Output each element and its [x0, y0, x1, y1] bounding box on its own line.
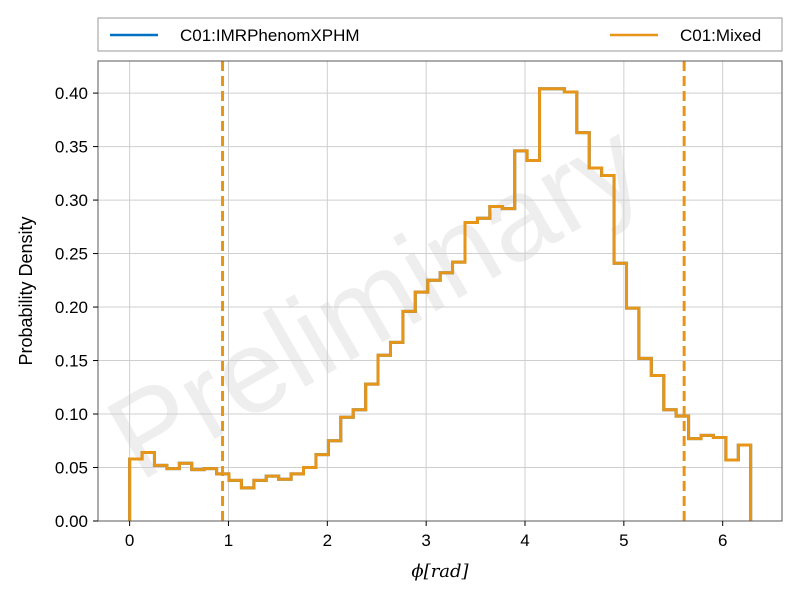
x-tick-label: 1 — [224, 531, 233, 550]
y-axis-label: Probability Density — [16, 216, 36, 365]
y-tick-label: 0.00 — [55, 512, 88, 531]
legend: C01:IMRPhenomXPHM C01:Mixed — [97, 17, 783, 52]
x-tick-label: 3 — [421, 531, 430, 550]
histogram-step-line — [128, 87, 753, 521]
y-tick-label: 0.15 — [55, 352, 88, 371]
x-axis-ticks: 0 1 2 3 4 5 6 — [125, 521, 727, 550]
y-axis-ticks: 0.00 0.05 0.10 0.15 0.20 0.25 0.30 0.35 0.40 — [55, 84, 98, 531]
legend-entry-imrphenomxphm: C01:IMRPhenomXPHM — [180, 26, 360, 45]
x-tick-label: 2 — [323, 531, 332, 550]
x-tick-label: 4 — [520, 531, 529, 550]
x-axis-label: ϕ[rad] — [411, 561, 469, 582]
series-mixed — [128, 87, 753, 521]
x-tick-label: 6 — [718, 531, 727, 550]
x-tick-label: 5 — [619, 531, 628, 550]
y-tick-label: 0.10 — [55, 405, 88, 424]
credible-interval-lines — [221, 61, 686, 521]
y-tick-label: 0.25 — [55, 245, 88, 264]
x-tick-label: 0 — [125, 531, 134, 550]
plot-frame — [97, 60, 783, 522]
y-tick-label: 0.40 — [55, 84, 88, 103]
y-tick-label: 0.30 — [55, 191, 88, 210]
legend-box — [97, 17, 783, 52]
histogram-series — [128, 87, 753, 521]
legend-entry-mixed: C01:Mixed — [680, 26, 761, 45]
y-tick-label: 0.35 — [55, 138, 88, 157]
y-tick-label: 0.05 — [55, 459, 88, 478]
y-tick-label: 0.20 — [55, 298, 88, 317]
